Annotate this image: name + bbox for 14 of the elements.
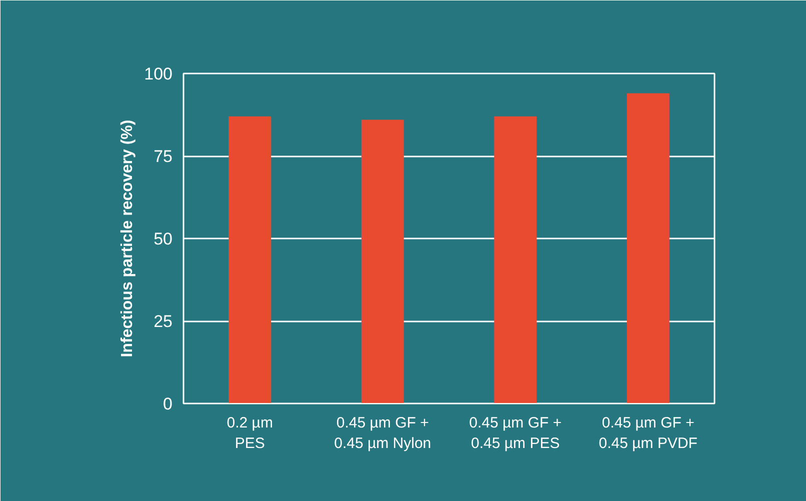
y-tick-label: 25 <box>154 312 173 331</box>
bar <box>626 93 670 404</box>
y-tick-label: 100 <box>144 64 173 84</box>
x-tick-label: 0.45 µm GF + 0.45 µm Nylon <box>334 414 432 452</box>
y-tick-label: 50 <box>154 230 173 248</box>
bar <box>494 116 537 404</box>
bar <box>361 120 404 404</box>
x-tick-label: 0.45 µm GF + 0.45 µm PVDF <box>598 414 698 452</box>
y-tick-label: 0 <box>163 394 173 414</box>
bar <box>228 116 272 404</box>
y-axis-title: Infectious particle recovery (%) <box>119 120 136 358</box>
x-tick-label: 0.2 µm PES <box>226 414 273 452</box>
x-tick-label: 0.45 µm GF + 0.45 µm PES <box>469 414 562 452</box>
y-tick-label: 75 <box>154 147 173 166</box>
